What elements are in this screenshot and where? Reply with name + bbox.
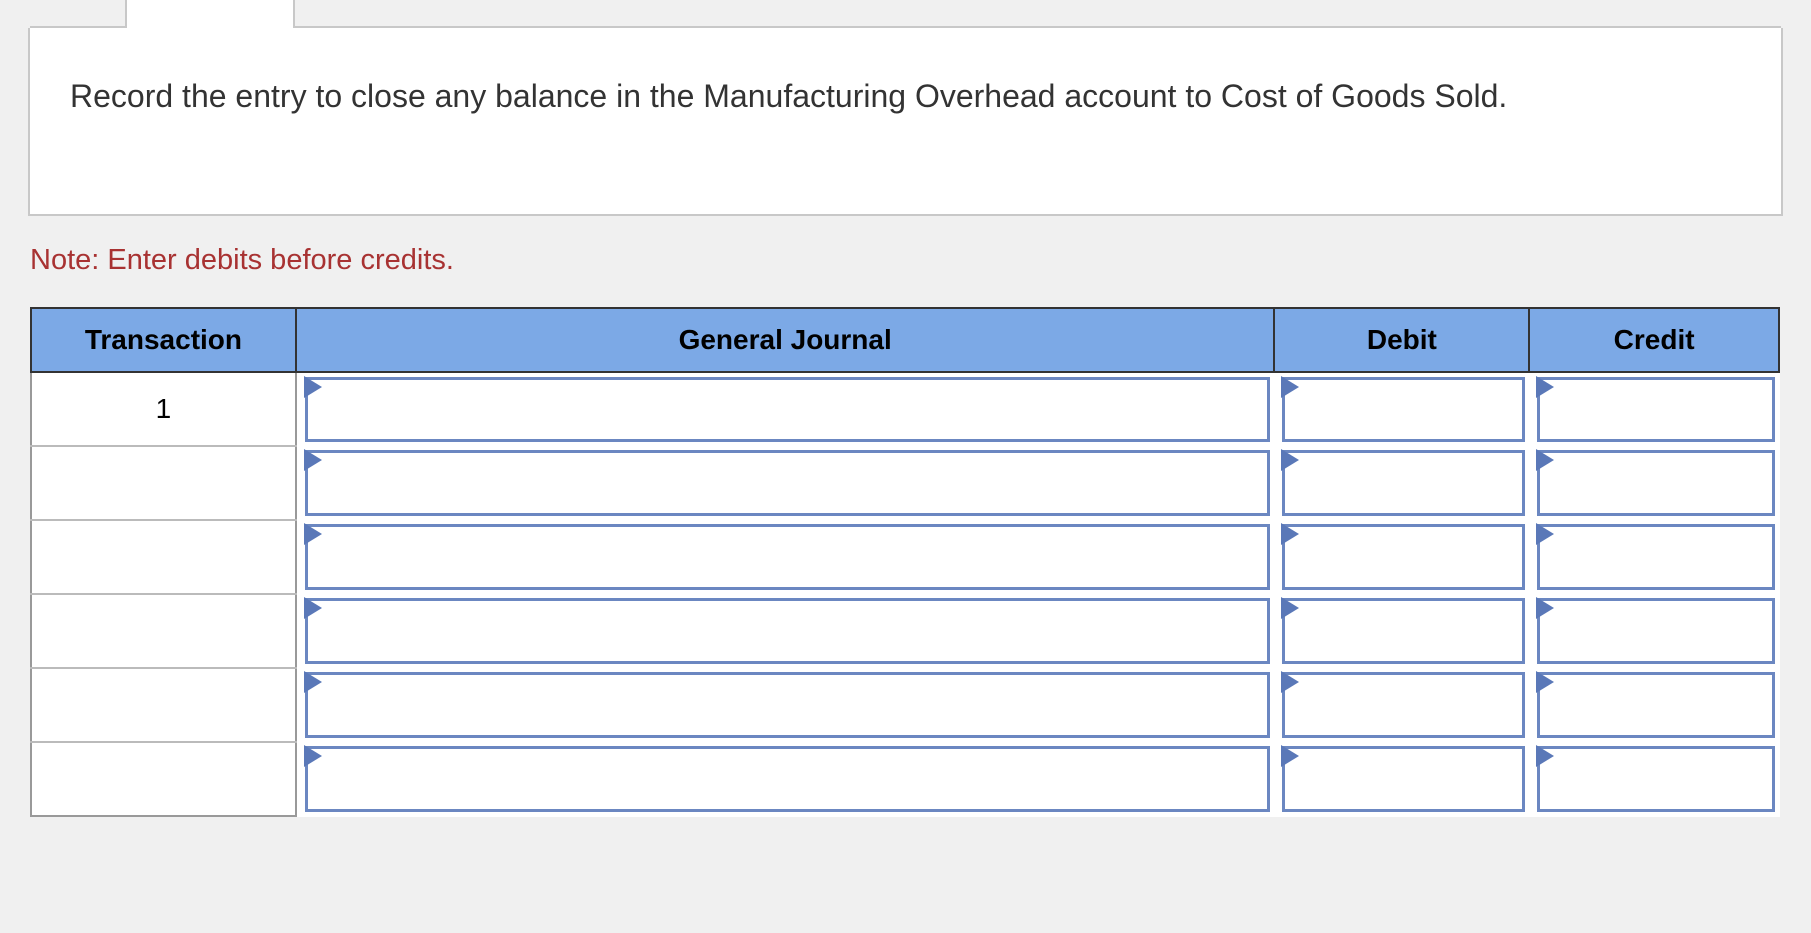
- credit-input[interactable]: [1537, 377, 1775, 442]
- dropdown-arrow-icon: [1281, 745, 1299, 767]
- general-journal-cell: [296, 594, 1275, 668]
- dropdown-arrow-icon: [304, 597, 322, 619]
- table-row: [31, 668, 1779, 742]
- general-journal-dropdown[interactable]: [305, 746, 1271, 812]
- transaction-cell: [31, 742, 296, 816]
- dropdown-arrow-icon: [304, 523, 322, 545]
- credit-cell: [1529, 742, 1779, 816]
- general-journal-cell: [296, 446, 1275, 520]
- journal-table: Transaction General Journal Debit Credit…: [30, 307, 1780, 817]
- dropdown-arrow-icon: [304, 745, 322, 767]
- general-journal-cell: [296, 668, 1275, 742]
- general-journal-dropdown[interactable]: [305, 450, 1271, 516]
- table-row: [31, 446, 1779, 520]
- general-journal-dropdown[interactable]: [305, 598, 1271, 664]
- dropdown-arrow-icon: [1281, 597, 1299, 619]
- debit-input[interactable]: [1282, 377, 1525, 442]
- debit-input[interactable]: [1282, 672, 1525, 738]
- dropdown-arrow-icon: [304, 376, 322, 398]
- credit-input[interactable]: [1537, 598, 1775, 664]
- dropdown-arrow-icon: [304, 671, 322, 693]
- header-transaction: Transaction: [31, 308, 296, 372]
- general-journal-cell: [296, 520, 1275, 594]
- tab-strip: [30, 0, 1781, 28]
- credit-cell: [1529, 446, 1779, 520]
- dropdown-arrow-icon: [1281, 523, 1299, 545]
- active-tab[interactable]: [125, 0, 295, 28]
- transaction-cell: [31, 594, 296, 668]
- debit-cell: [1274, 446, 1529, 520]
- table-body: 1: [31, 372, 1779, 816]
- dropdown-arrow-icon: [1536, 745, 1554, 767]
- table-header-row: Transaction General Journal Debit Credit: [31, 308, 1779, 372]
- credit-cell: [1529, 520, 1779, 594]
- header-debit: Debit: [1274, 308, 1529, 372]
- credit-input[interactable]: [1537, 524, 1775, 590]
- table-row: [31, 594, 1779, 668]
- general-journal-dropdown[interactable]: [305, 377, 1271, 442]
- tab-gap-right: [295, 0, 1781, 28]
- transaction-cell: 1: [31, 372, 296, 446]
- credit-cell: [1529, 594, 1779, 668]
- page-container: Record the entry to close any balance in…: [0, 0, 1811, 847]
- general-journal-cell: [296, 742, 1275, 816]
- table-row: 1: [31, 372, 1779, 446]
- instruction-panel: Record the entry to close any balance in…: [28, 28, 1783, 216]
- credit-input[interactable]: [1537, 746, 1775, 812]
- debit-input[interactable]: [1282, 598, 1525, 664]
- note-text: Note: Enter debits before credits.: [30, 244, 1781, 277]
- header-general-journal: General Journal: [296, 308, 1275, 372]
- transaction-cell: [31, 668, 296, 742]
- dropdown-arrow-icon: [1281, 376, 1299, 398]
- general-journal-cell: [296, 372, 1275, 446]
- dropdown-arrow-icon: [1536, 671, 1554, 693]
- instruction-text: Record the entry to close any balance in…: [70, 73, 1741, 119]
- dropdown-arrow-icon: [1536, 376, 1554, 398]
- dropdown-arrow-icon: [1281, 449, 1299, 471]
- debit-input[interactable]: [1282, 524, 1525, 590]
- dropdown-arrow-icon: [1536, 597, 1554, 619]
- table-row: [31, 742, 1779, 816]
- credit-cell: [1529, 668, 1779, 742]
- general-journal-dropdown[interactable]: [305, 672, 1271, 738]
- credit-cell: [1529, 372, 1779, 446]
- debit-cell: [1274, 594, 1529, 668]
- dropdown-arrow-icon: [304, 449, 322, 471]
- dropdown-arrow-icon: [1536, 523, 1554, 545]
- transaction-cell: [31, 446, 296, 520]
- debit-input[interactable]: [1282, 450, 1525, 516]
- debit-input[interactable]: [1282, 746, 1525, 812]
- general-journal-dropdown[interactable]: [305, 524, 1271, 590]
- tab-gap-left: [30, 0, 125, 28]
- credit-input[interactable]: [1537, 450, 1775, 516]
- dropdown-arrow-icon: [1536, 449, 1554, 471]
- debit-cell: [1274, 372, 1529, 446]
- dropdown-arrow-icon: [1281, 671, 1299, 693]
- header-credit: Credit: [1529, 308, 1779, 372]
- debit-cell: [1274, 520, 1529, 594]
- debit-cell: [1274, 742, 1529, 816]
- credit-input[interactable]: [1537, 672, 1775, 738]
- transaction-cell: [31, 520, 296, 594]
- table-row: [31, 520, 1779, 594]
- debit-cell: [1274, 668, 1529, 742]
